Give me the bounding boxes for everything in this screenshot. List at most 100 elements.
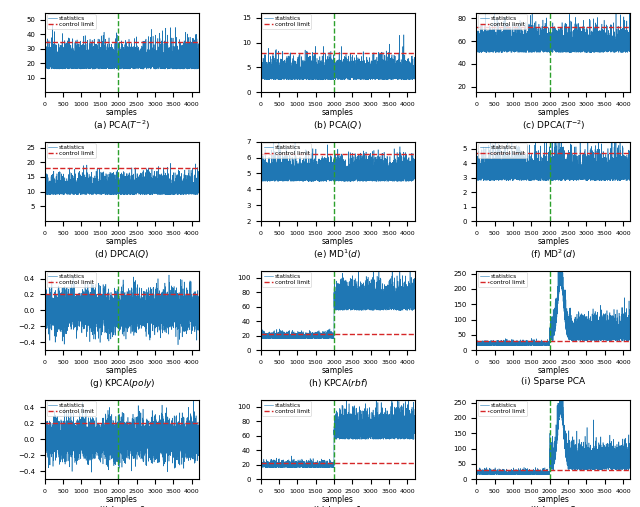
statistics [273,76,281,82]
statistics [591,332,599,338]
statistics [376,166,383,172]
Line: statistics: statistics [476,8,630,52]
statistics [396,171,403,177]
statistics [180,190,188,196]
statistics [58,304,65,310]
statistics [49,21,56,27]
statistics [489,39,497,45]
statistics [572,39,579,45]
statistics [107,54,115,60]
statistics [323,69,330,76]
control limit [472,24,480,30]
statistics [58,65,65,71]
statistics [627,335,634,341]
statistics [167,160,175,166]
Legend: statistics, control limit: statistics, control limit [47,272,95,287]
statistics [165,272,173,278]
statistics [88,469,95,475]
statistics [489,341,497,347]
statistics [269,135,277,141]
statistics [489,472,497,478]
statistics [193,66,201,72]
control limit [257,331,264,337]
X-axis label: samples: samples [538,366,570,375]
Title: (c) DPCA($T^{-2}$): (c) DPCA($T^{-2}$) [522,119,585,132]
statistics [375,433,383,440]
statistics [611,48,619,54]
statistics [107,419,115,425]
control limit [257,151,264,157]
statistics [140,311,148,317]
statistics [323,332,330,338]
statistics [257,335,264,341]
statistics [532,27,540,33]
Title: (j) Layer 0: (j) Layer 0 [99,506,145,507]
statistics [159,318,167,324]
Legend: statistics, control limit: statistics, control limit [262,401,311,416]
X-axis label: samples: samples [322,495,353,504]
Line: statistics: statistics [476,132,630,180]
Line: statistics: statistics [45,275,199,345]
statistics [88,192,95,198]
Legend: statistics, control limit: statistics, control limit [262,143,311,158]
statistics [180,61,188,67]
X-axis label: samples: samples [538,495,570,504]
statistics [356,300,364,306]
statistics [411,67,419,73]
statistics [538,155,546,161]
statistics [489,160,497,166]
Legend: statistics, control limit: statistics, control limit [47,401,95,416]
statistics [41,426,49,432]
X-axis label: samples: samples [538,108,570,118]
statistics [180,433,188,439]
control limit [257,460,264,466]
statistics [273,162,281,168]
Legend: statistics, control limit: statistics, control limit [478,143,527,158]
statistics [58,430,65,437]
control limit [41,420,49,426]
statistics [396,302,403,308]
control limit [41,420,49,426]
statistics [472,39,480,45]
statistics [375,67,383,74]
statistics [611,458,619,464]
statistics [472,341,480,347]
statistics [41,177,49,184]
Title: (e) MD$^1$($d$): (e) MD$^1$($d$) [314,248,362,261]
Line: statistics: statistics [45,163,199,195]
statistics [317,178,324,184]
X-axis label: samples: samples [538,237,570,246]
statistics [572,328,579,334]
statistics [411,157,419,163]
statistics [396,434,403,440]
statistics [481,5,489,11]
Title: (a) PCA($T^{-2}$): (a) PCA($T^{-2}$) [93,119,150,132]
statistics [356,66,364,72]
Title: (b) PCA($Q$): (b) PCA($Q$) [313,119,362,131]
statistics [532,172,540,178]
X-axis label: samples: samples [106,366,138,375]
Line: statistics: statistics [260,138,415,182]
statistics [538,40,546,46]
statistics [174,342,182,348]
Title: (k) Layer 1: (k) Layer 1 [313,506,362,507]
statistics [140,191,148,197]
Line: statistics: statistics [476,387,630,475]
statistics [195,61,203,67]
Line: statistics: statistics [45,24,199,69]
statistics [317,67,324,74]
control limit [41,39,49,45]
statistics [557,384,564,390]
statistics [257,175,264,181]
statistics [539,472,547,478]
statistics [532,471,540,477]
statistics [400,32,408,38]
statistics [257,60,264,66]
control limit [472,467,480,473]
statistics [627,456,634,462]
X-axis label: samples: samples [322,366,353,375]
statistics [159,450,167,456]
control limit [41,39,49,45]
Line: statistics: statistics [476,260,630,346]
statistics [317,463,324,469]
